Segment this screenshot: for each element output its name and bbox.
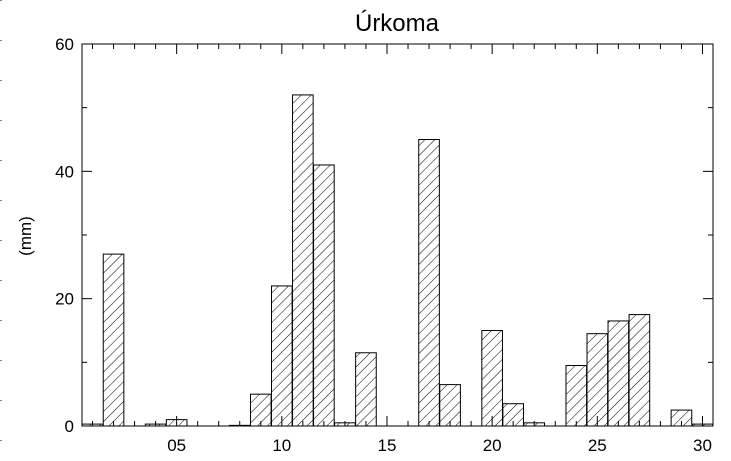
axis-ticks <box>82 43 713 427</box>
bar-day-17 <box>418 139 440 427</box>
tick-labels: 05 10 15 20 25 30 0 20 40 60 <box>55 35 712 455</box>
x-tick-label: 15 <box>378 436 397 455</box>
y-tick-label: 20 <box>55 290 74 309</box>
y-axis-label: (mm) <box>16 216 35 256</box>
bar-day-12 <box>313 164 335 427</box>
x-tick-label: 05 <box>167 436 186 455</box>
bar-day-18 <box>439 384 461 427</box>
bar-day-11 <box>292 94 314 427</box>
bar-day-10 <box>271 285 293 427</box>
chart-title: Úrkoma <box>355 10 440 37</box>
y-tick-label: 40 <box>55 162 74 181</box>
y-tick-label: 60 <box>55 35 74 54</box>
bar-day-2 <box>102 253 125 427</box>
bar-day-27 <box>628 314 651 427</box>
x-tick-label: 10 <box>272 436 291 455</box>
bar-day-25 <box>586 333 609 427</box>
bar-day-14 <box>355 352 377 427</box>
x-tick-label: 25 <box>588 436 607 455</box>
bar-day-24 <box>565 365 588 427</box>
bar-series <box>81 94 714 427</box>
bar-day-20 <box>481 330 503 427</box>
x-tick-label: 20 <box>483 436 502 455</box>
bar-day-26 <box>607 320 630 427</box>
x-tick-label: 30 <box>693 436 712 455</box>
left-edge-tick-strip <box>0 0 2 456</box>
y-tick-label: 0 <box>65 417 74 436</box>
